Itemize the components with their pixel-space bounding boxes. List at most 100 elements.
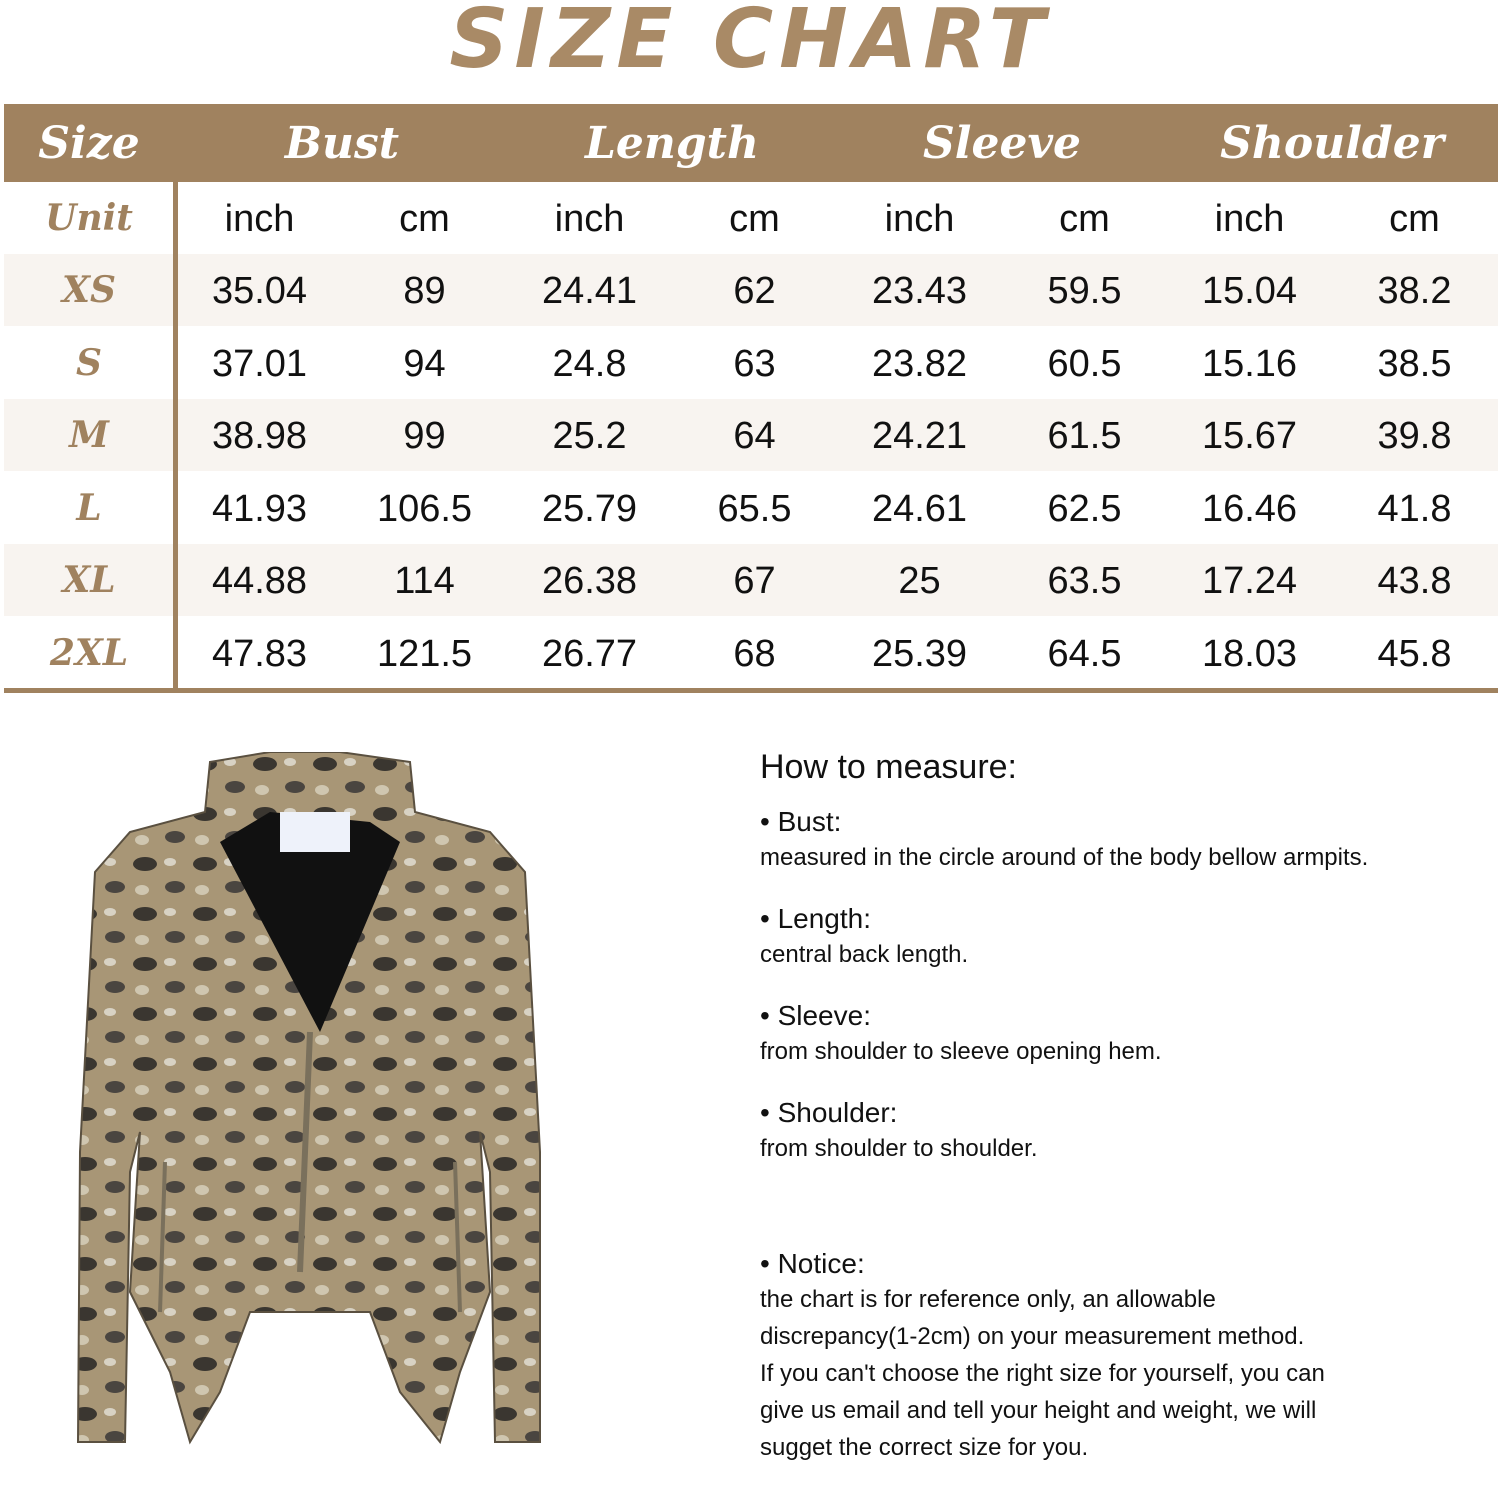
item-text: from shoulder to shoulder. (760, 1135, 1038, 1162)
value-cell: 59.5 (1047, 270, 1122, 312)
table-bottom-border (4, 688, 1498, 693)
size-label: L (76, 486, 102, 529)
unit-cell: cm (1389, 198, 1440, 240)
size-label: 2XL (49, 631, 129, 674)
size-label: XL (62, 559, 116, 601)
value-cell: 44.88 (211, 560, 308, 602)
header-sleeve: Sleeve (922, 118, 1082, 169)
value-cell: 106.5 (376, 487, 473, 530)
item-text: measured in the circle around of the bod… (760, 844, 1369, 871)
value-cell: 35.04 (211, 270, 308, 312)
table-row: 2XL 47.83 121.5 26.77 68 25.39 64.5 18.03 45.8 (4, 617, 1498, 689)
unit-cell: cm (399, 198, 450, 240)
header-bust: Bust (284, 118, 400, 169)
column-divider (173, 182, 178, 690)
value-cell: 114 (394, 560, 455, 602)
value-cell: 61.5 (1047, 415, 1122, 457)
notice-line: the chart is for reference only, an allo… (760, 1286, 1216, 1313)
unit-cell: inch (224, 198, 295, 240)
item-label: • Length: (760, 903, 872, 934)
value-cell: 23.82 (871, 342, 968, 385)
table-header: Size Bust Length Sleeve Shoulder (4, 104, 1498, 182)
size-label: M (69, 414, 109, 456)
item-label: • Sleeve: (760, 1000, 871, 1031)
value-cell: 94 (403, 342, 446, 385)
unit-cell: cm (1059, 198, 1110, 240)
value-cell: 43.8 (1377, 560, 1452, 602)
value-cell: 38.5 (1377, 342, 1452, 385)
value-cell: 25.2 (552, 415, 627, 457)
header-length: Length (584, 118, 759, 169)
value-cell: 18.03 (1201, 632, 1298, 675)
value-cell: 26.77 (541, 632, 638, 675)
notice-line: sugget the correct size for you. (760, 1434, 1089, 1461)
value-cell: 38.98 (211, 415, 308, 457)
value-cell: 39.8 (1377, 415, 1452, 457)
size-label: XS (62, 269, 116, 311)
value-cell: 25.79 (541, 487, 638, 530)
unit-cell: cm (729, 198, 780, 240)
value-cell: 16.46 (1201, 487, 1298, 530)
unit-row: Unit inch cm inch cm inch cm inch cm (4, 182, 1498, 254)
notice-line: discrepancy(1-2cm) on your measurement m… (760, 1323, 1305, 1350)
notice-label: • Notice: (760, 1248, 865, 1279)
table-row: XL 44.88 114 26.38 67 25 63.5 17.24 43.8 (4, 544, 1498, 616)
value-cell: 23.43 (871, 270, 968, 312)
notice-line: give us email and tell your height and w… (760, 1397, 1317, 1424)
value-cell: 62.5 (1047, 487, 1122, 530)
value-cell: 68 (733, 632, 776, 675)
how-to-measure: How to measure: • Bust: measured in the c… (760, 748, 1480, 1492)
table-row: XS 35.04 89 24.41 62 23.43 59.5 15.04 38.2 (4, 254, 1498, 326)
measure-length: • Length: central back length. (760, 902, 1480, 973)
table-row: S 37.01 94 24.8 63 23.82 60.5 15.16 38.5 (4, 327, 1498, 399)
value-cell: 45.8 (1377, 632, 1452, 675)
notice-line: If you can't choose the right size for y… (760, 1360, 1325, 1387)
measure-shoulder: • Shoulder: from shoulder to shoulder. (760, 1096, 1480, 1167)
value-cell: 15.04 (1201, 270, 1298, 312)
item-label: • Bust: (760, 806, 842, 837)
measure-sleeve: • Sleeve: from shoulder to sleeve opening… (760, 999, 1480, 1070)
value-cell: 25 (898, 560, 941, 602)
value-cell: 62 (733, 270, 776, 312)
value-cell: 24.21 (871, 415, 968, 457)
value-cell: 67 (733, 560, 776, 602)
header-shoulder: Shoulder (1220, 118, 1444, 169)
value-cell: 65.5 (717, 487, 792, 530)
notice: • Notice: the chart is for reference onl… (760, 1247, 1480, 1466)
measure-bust: • Bust: measured in the circle around of … (760, 805, 1480, 876)
value-cell: 47.83 (211, 632, 308, 675)
value-cell: 89 (403, 270, 446, 312)
item-text: from shoulder to sleeve opening hem. (760, 1038, 1162, 1065)
unit-label: Unit (45, 197, 133, 239)
value-cell: 121.5 (376, 632, 473, 675)
value-cell: 25.39 (871, 632, 968, 675)
value-cell: 26.38 (541, 560, 638, 602)
value-cell: 64.5 (1047, 632, 1122, 675)
value-cell: 15.67 (1201, 415, 1298, 457)
table-row: L 41.93 106.5 25.79 65.5 24.61 62.5 16.46 41.8 (4, 472, 1498, 544)
value-cell: 64 (733, 415, 776, 457)
value-cell: 24.61 (871, 487, 968, 530)
unit-cell: inch (1214, 198, 1285, 240)
value-cell: 63.5 (1047, 560, 1122, 602)
value-cell: 15.16 (1201, 342, 1298, 385)
value-cell: 24.41 (541, 270, 638, 312)
item-text: central back length. (760, 941, 969, 968)
value-cell: 24.8 (552, 342, 627, 385)
item-label: • Shoulder: (760, 1097, 898, 1128)
value-cell: 38.2 (1377, 270, 1452, 312)
value-cell: 17.24 (1201, 560, 1298, 602)
size-label: S (76, 341, 102, 384)
value-cell: 63 (733, 342, 776, 385)
measure-heading: How to measure: (760, 748, 1017, 786)
value-cell: 60.5 (1047, 342, 1122, 385)
unit-cell: inch (884, 198, 955, 240)
value-cell: 99 (403, 415, 446, 457)
unit-cell: inch (554, 198, 625, 240)
value-cell: 37.01 (211, 342, 308, 385)
page-title: SIZE CHART (449, 0, 1051, 87)
jacket-product-image (76, 752, 541, 1445)
value-cell: 41.8 (1377, 487, 1452, 530)
table-row: M 38.98 99 25.2 64 24.21 61.5 15.67 39.8 (4, 399, 1498, 471)
header-size: Size (38, 118, 140, 169)
